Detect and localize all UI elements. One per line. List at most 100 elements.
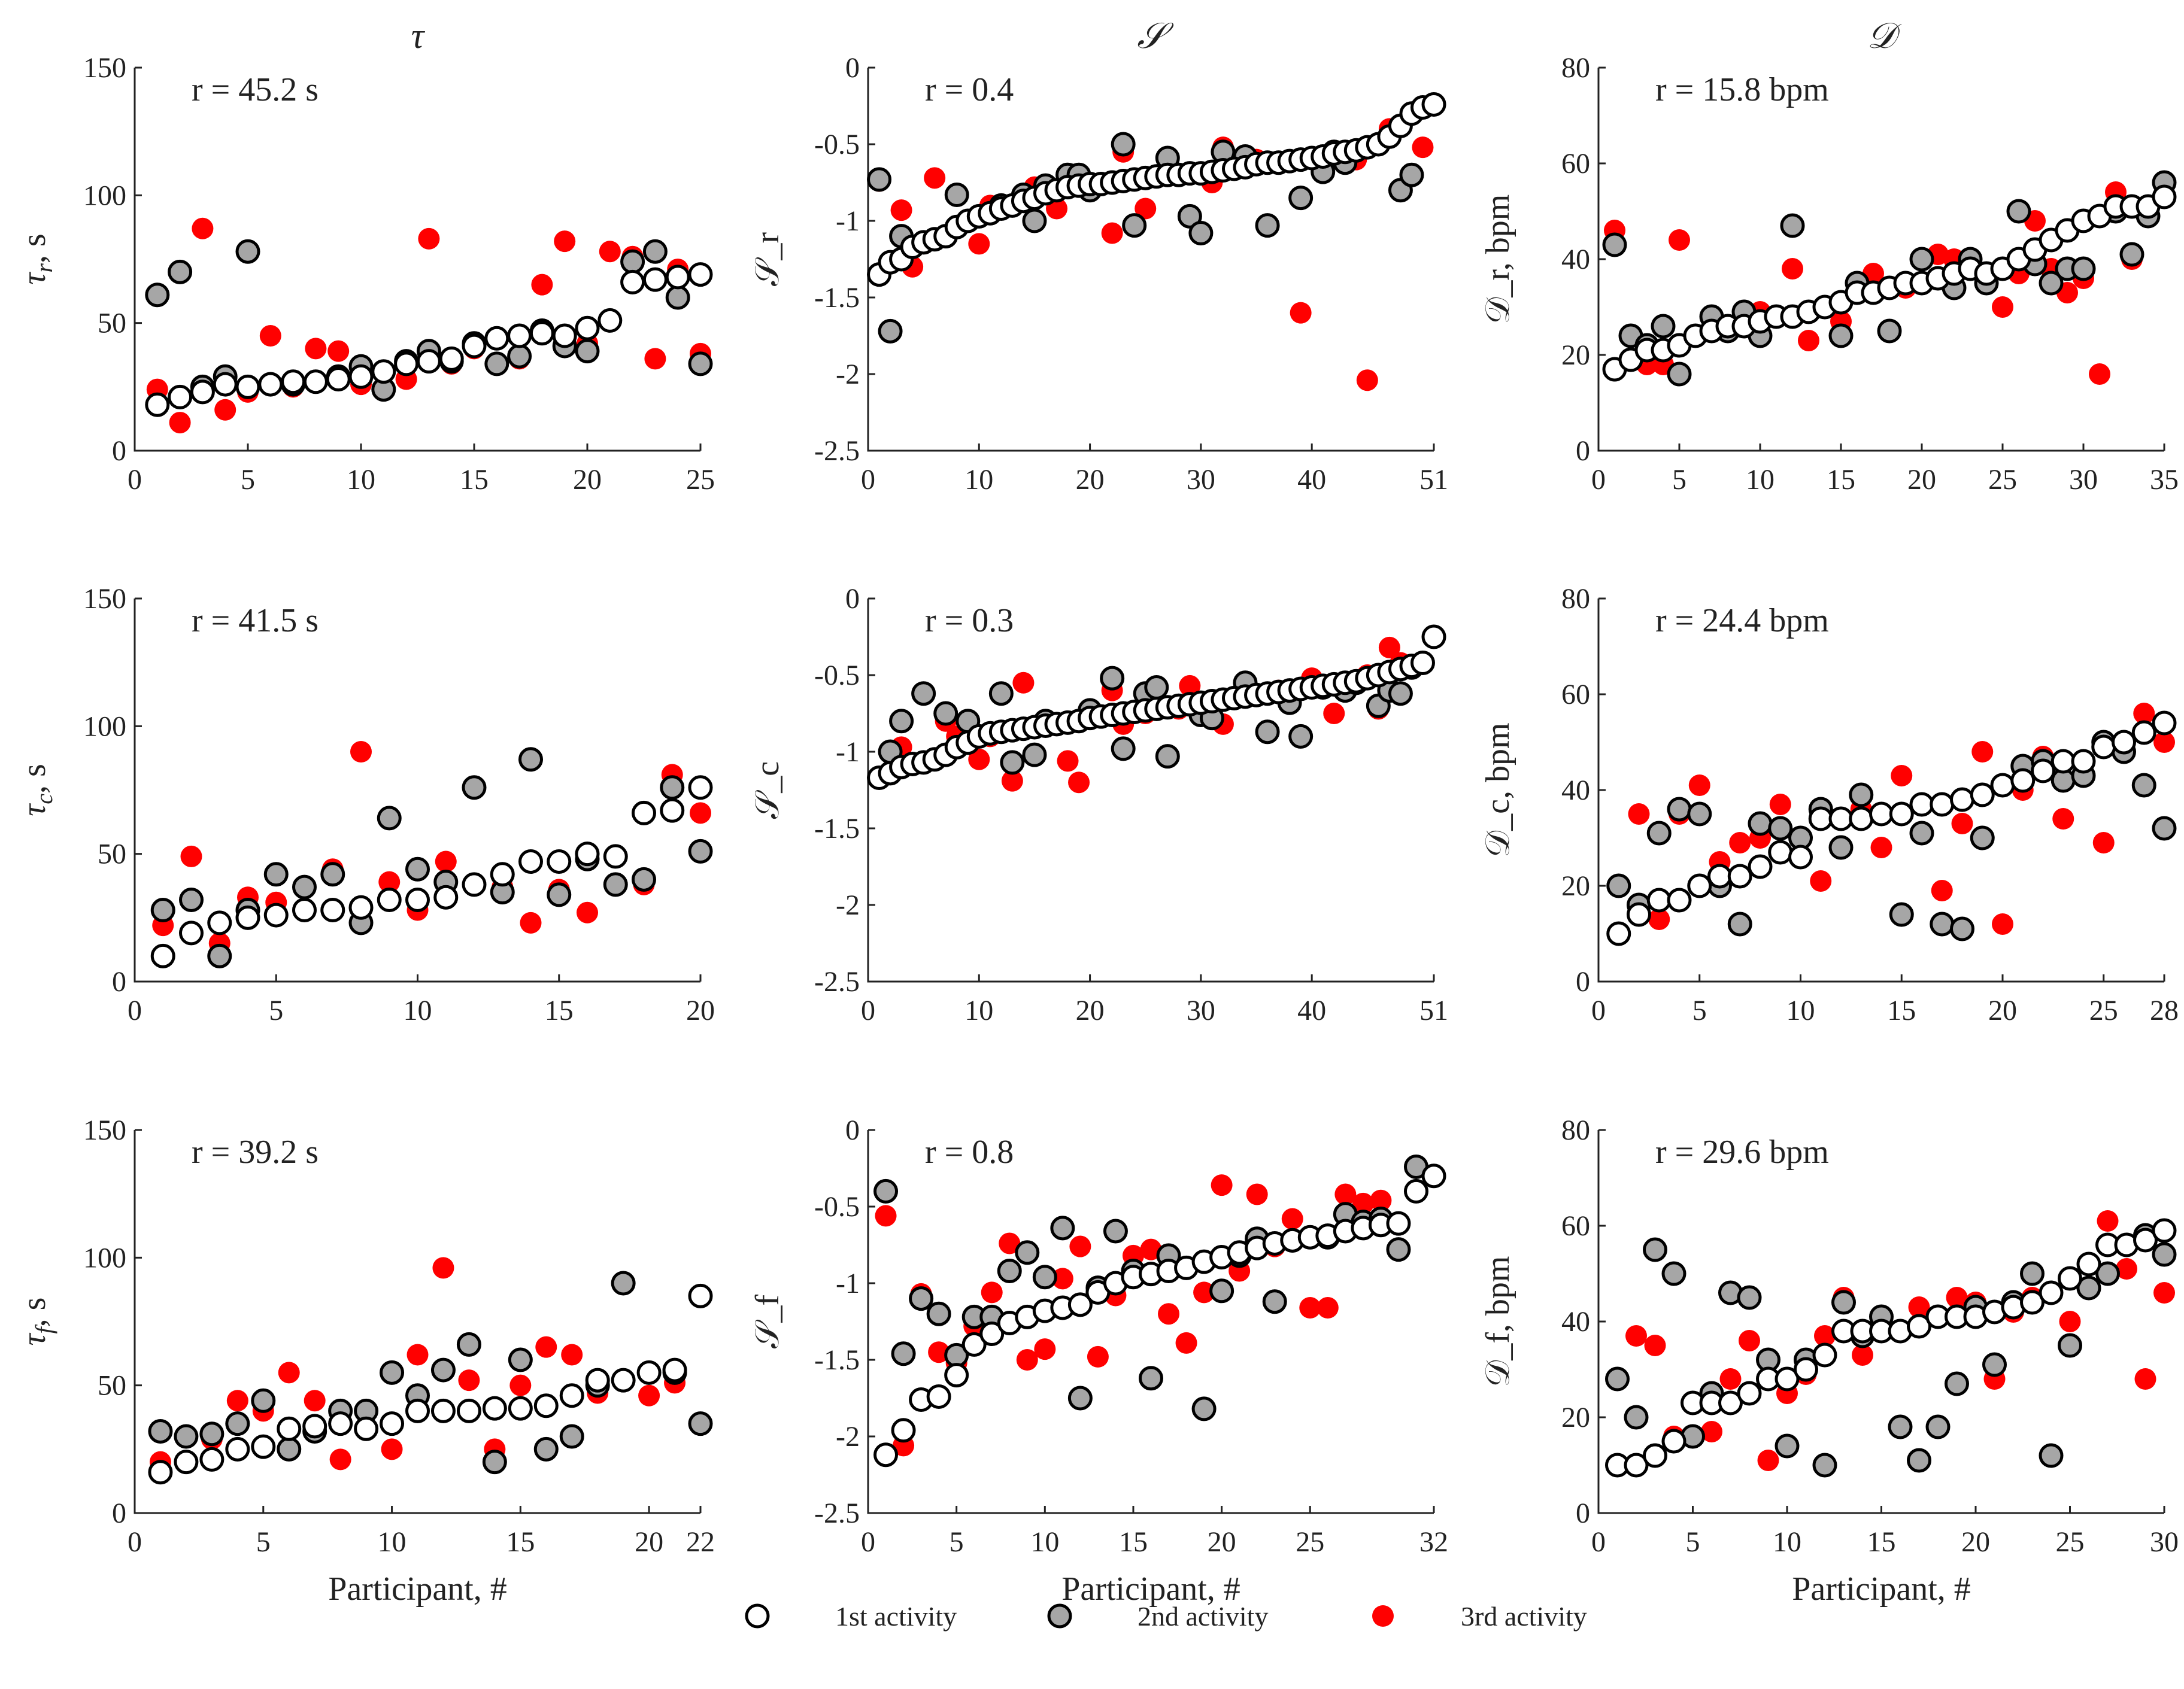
point-first bbox=[1737, 1381, 1762, 1406]
point-second bbox=[1737, 1285, 1762, 1310]
y-tick-label: 80 bbox=[1561, 52, 1590, 84]
point-second bbox=[1111, 736, 1136, 761]
point-first bbox=[303, 369, 328, 394]
y-tick-label: 150 bbox=[83, 583, 126, 615]
point-second bbox=[1667, 797, 1692, 822]
y-tick-label: 20 bbox=[1561, 1402, 1590, 1433]
point-second bbox=[2006, 199, 2031, 224]
point-first bbox=[2091, 734, 2116, 760]
x-tick-label: 10 bbox=[964, 995, 993, 1026]
point-second bbox=[168, 259, 193, 284]
point-second bbox=[462, 775, 487, 800]
point-second bbox=[878, 318, 903, 344]
point-first bbox=[1661, 1429, 1686, 1454]
point-second bbox=[1606, 873, 1631, 898]
point-second bbox=[1925, 1414, 1951, 1439]
x-tick-label: 15 bbox=[545, 995, 574, 1026]
point-third bbox=[1179, 675, 1201, 697]
point-first bbox=[235, 905, 260, 930]
point-third bbox=[458, 1369, 480, 1392]
point-second bbox=[380, 1360, 405, 1385]
x-tick-label: 5 bbox=[1686, 1526, 1700, 1558]
point-third bbox=[531, 274, 553, 296]
point-second bbox=[2152, 1242, 2177, 1267]
point-second bbox=[1970, 825, 1995, 850]
point-third bbox=[1290, 302, 1312, 324]
point-second bbox=[292, 874, 317, 900]
y-tick-label: 0 bbox=[112, 966, 126, 998]
point-second bbox=[1661, 1261, 1686, 1286]
x-tick-label: 5 bbox=[241, 464, 255, 496]
point-first bbox=[1667, 888, 1692, 913]
x-tick-label: 25 bbox=[2089, 995, 2118, 1026]
point-second bbox=[873, 1178, 899, 1204]
y-axis-label: 𝒮_r bbox=[749, 232, 786, 286]
point-third bbox=[981, 1281, 1003, 1304]
point-second bbox=[1667, 362, 1692, 387]
point-first bbox=[979, 1321, 1005, 1346]
point-second bbox=[1262, 1289, 1287, 1314]
point-second bbox=[2119, 242, 2144, 267]
x-tick-label: 40 bbox=[1297, 995, 1326, 1026]
point-first bbox=[547, 849, 572, 874]
point-second bbox=[1144, 675, 1169, 700]
point-first bbox=[665, 265, 690, 290]
point-third bbox=[1211, 1174, 1233, 1196]
point-first bbox=[1718, 1390, 1743, 1415]
point-first bbox=[2152, 184, 2177, 209]
point-first bbox=[529, 321, 554, 346]
point-first bbox=[174, 1450, 199, 1475]
point-first bbox=[1907, 1314, 1931, 1339]
y-tick-label: 20 bbox=[1561, 870, 1590, 902]
point-first bbox=[416, 349, 441, 374]
point-first bbox=[1812, 1342, 1837, 1368]
x-tick-label: 10 bbox=[1030, 1526, 1059, 1558]
legend-label: 2nd activity bbox=[1138, 1601, 1268, 1632]
point-second bbox=[1831, 1290, 1856, 1315]
point-third bbox=[180, 845, 202, 867]
point-second bbox=[926, 1301, 951, 1326]
point-second bbox=[2071, 256, 2096, 281]
point-first bbox=[508, 1396, 533, 1421]
point-third bbox=[1068, 771, 1090, 794]
point-third bbox=[1412, 136, 1434, 159]
point-first bbox=[148, 1460, 173, 1485]
point-second bbox=[1122, 213, 1147, 238]
point-third bbox=[1769, 794, 1791, 815]
y-tick-label: 20 bbox=[1561, 339, 1590, 371]
point-first bbox=[1386, 1211, 1411, 1236]
point-third bbox=[1193, 1281, 1215, 1304]
point-first bbox=[326, 367, 351, 392]
panel-s-r: -2.5 -2 -1.5 -1 -0.5 0 0 10 20 30 40 51 𝒮_r r = 0.4 𝒮 bbox=[749, 16, 1448, 496]
point-second bbox=[1768, 816, 1793, 841]
point-first bbox=[559, 1383, 584, 1408]
point-third bbox=[509, 1374, 532, 1396]
point-first bbox=[490, 862, 515, 887]
point-third bbox=[554, 230, 576, 253]
point-first bbox=[145, 392, 170, 417]
point-second bbox=[1909, 821, 1934, 846]
point-third bbox=[1814, 1325, 1836, 1347]
point-third bbox=[305, 338, 327, 360]
panel-d-f: 0 20 40 60 80 0 5 10 15 20 25 30 𝒟_f, bpm r = 29.6 bp… bbox=[1479, 1114, 2179, 1608]
x-tick-label: 20 bbox=[1988, 995, 2017, 1026]
point-first bbox=[348, 364, 374, 389]
point-second bbox=[1111, 132, 1136, 157]
point-first bbox=[258, 372, 283, 397]
y-tick-label: 60 bbox=[1561, 148, 1590, 180]
point-third bbox=[278, 1362, 300, 1384]
point-first bbox=[2131, 720, 2156, 745]
point-second bbox=[611, 1271, 636, 1296]
axes-s-r bbox=[867, 68, 1434, 452]
y-tick-label: 0 bbox=[845, 52, 860, 84]
x-axis-label: Participant, # bbox=[328, 1570, 507, 1608]
point-third bbox=[1352, 1192, 1374, 1214]
point-second bbox=[1288, 724, 1314, 749]
point-second bbox=[277, 1436, 302, 1462]
point-third bbox=[1051, 1268, 1073, 1290]
x-tick-label: 5 bbox=[256, 1526, 271, 1558]
point-second bbox=[1399, 162, 1424, 187]
point-third bbox=[1140, 1238, 1162, 1260]
point-third bbox=[1175, 1332, 1197, 1354]
point-third bbox=[968, 233, 990, 255]
